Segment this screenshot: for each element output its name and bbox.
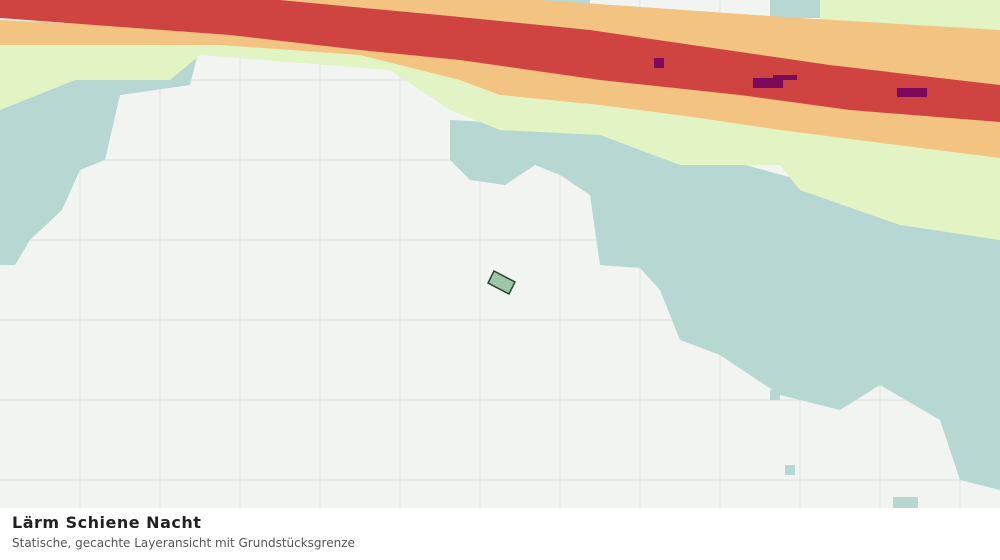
noise-zone-very-high <box>0 0 1000 122</box>
noise-zone-extreme <box>654 58 927 97</box>
noise-zone-high <box>0 0 1000 158</box>
map <box>0 0 1000 508</box>
parcel-boundary <box>487 269 516 296</box>
map-subtitle: Statische, gecachte Layeransicht mit Gru… <box>12 536 355 550</box>
map-title: Lärm Schiene Nacht <box>12 513 202 532</box>
noise-zone-low <box>0 0 1000 508</box>
